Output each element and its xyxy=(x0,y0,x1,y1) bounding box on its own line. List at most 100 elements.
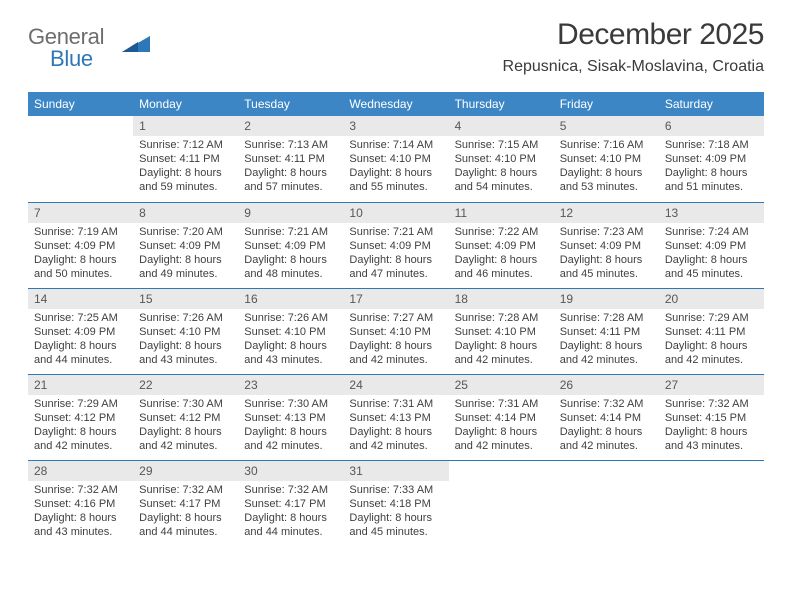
weekday-header: Friday xyxy=(554,92,659,116)
sunrise-text: Sunrise: 7:32 AM xyxy=(560,397,653,411)
sunset-text: Sunset: 4:10 PM xyxy=(455,325,548,339)
daylight-text: and 43 minutes. xyxy=(139,353,232,367)
day-number: 22 xyxy=(133,375,238,395)
daylight-text: Daylight: 8 hours xyxy=(34,339,127,353)
calendar-cell: 2Sunrise: 7:13 AMSunset: 4:11 PMDaylight… xyxy=(238,116,343,202)
sunset-text: Sunset: 4:17 PM xyxy=(139,497,232,511)
daylight-text: Daylight: 8 hours xyxy=(349,166,442,180)
sunset-text: Sunset: 4:09 PM xyxy=(665,152,758,166)
sunrise-text: Sunrise: 7:22 AM xyxy=(455,225,548,239)
sunset-text: Sunset: 4:10 PM xyxy=(244,325,337,339)
calendar-cell: 20Sunrise: 7:29 AMSunset: 4:11 PMDayligh… xyxy=(659,288,764,374)
sunrise-text: Sunrise: 7:32 AM xyxy=(139,483,232,497)
day-number: 19 xyxy=(554,289,659,309)
daylight-text: and 54 minutes. xyxy=(455,180,548,194)
day-number: 20 xyxy=(659,289,764,309)
calendar-cell: 8Sunrise: 7:20 AMSunset: 4:09 PMDaylight… xyxy=(133,202,238,288)
daylight-text: and 50 minutes. xyxy=(34,267,127,281)
daylight-text: Daylight: 8 hours xyxy=(244,511,337,525)
daylight-text: Daylight: 8 hours xyxy=(665,425,758,439)
logo: General Blue xyxy=(28,24,104,50)
weekday-header: Sunday xyxy=(28,92,133,116)
day-info: Sunrise: 7:32 AMSunset: 4:14 PMDaylight:… xyxy=(554,395,659,453)
day-number: 9 xyxy=(238,203,343,223)
sunrise-text: Sunrise: 7:32 AM xyxy=(244,483,337,497)
daylight-text: and 47 minutes. xyxy=(349,267,442,281)
calendar-cell: 13Sunrise: 7:24 AMSunset: 4:09 PMDayligh… xyxy=(659,202,764,288)
day-number: 18 xyxy=(449,289,554,309)
sunset-text: Sunset: 4:10 PM xyxy=(560,152,653,166)
daylight-text: and 59 minutes. xyxy=(139,180,232,194)
daylight-text: and 42 minutes. xyxy=(34,439,127,453)
daylight-text: and 43 minutes. xyxy=(665,439,758,453)
weekday-header: Thursday xyxy=(449,92,554,116)
calendar-cell: 24Sunrise: 7:31 AMSunset: 4:13 PMDayligh… xyxy=(343,374,448,460)
sunrise-text: Sunrise: 7:31 AM xyxy=(455,397,548,411)
sunset-text: Sunset: 4:10 PM xyxy=(349,325,442,339)
daylight-text: Daylight: 8 hours xyxy=(560,339,653,353)
day-number: 8 xyxy=(133,203,238,223)
day-number: 26 xyxy=(554,375,659,395)
sunrise-text: Sunrise: 7:18 AM xyxy=(665,138,758,152)
calendar-header-row: Sunday Monday Tuesday Wednesday Thursday… xyxy=(28,92,764,116)
daylight-text: and 44 minutes. xyxy=(139,525,232,539)
day-info: Sunrise: 7:29 AMSunset: 4:11 PMDaylight:… xyxy=(659,309,764,367)
day-number: 10 xyxy=(343,203,448,223)
location-subtitle: Repusnica, Sisak-Moslavina, Croatia xyxy=(503,58,764,76)
day-number: 2 xyxy=(238,116,343,136)
day-info: Sunrise: 7:33 AMSunset: 4:18 PMDaylight:… xyxy=(343,481,448,539)
calendar-cell: 17Sunrise: 7:27 AMSunset: 4:10 PMDayligh… xyxy=(343,288,448,374)
daylight-text: Daylight: 8 hours xyxy=(34,511,127,525)
day-info: Sunrise: 7:21 AMSunset: 4:09 PMDaylight:… xyxy=(238,223,343,281)
sunrise-text: Sunrise: 7:26 AM xyxy=(139,311,232,325)
calendar-cell: 7Sunrise: 7:19 AMSunset: 4:09 PMDaylight… xyxy=(28,202,133,288)
daylight-text: and 46 minutes. xyxy=(455,267,548,281)
day-info: Sunrise: 7:24 AMSunset: 4:09 PMDaylight:… xyxy=(659,223,764,281)
day-number: 21 xyxy=(28,375,133,395)
sunset-text: Sunset: 4:09 PM xyxy=(34,239,127,253)
daylight-text: Daylight: 8 hours xyxy=(244,253,337,267)
day-number: 31 xyxy=(343,461,448,481)
sunrise-text: Sunrise: 7:25 AM xyxy=(34,311,127,325)
calendar-cell: 29Sunrise: 7:32 AMSunset: 4:17 PMDayligh… xyxy=(133,460,238,546)
sunset-text: Sunset: 4:09 PM xyxy=(139,239,232,253)
day-number: 1 xyxy=(133,116,238,136)
daylight-text: and 43 minutes. xyxy=(244,353,337,367)
calendar-table: Sunday Monday Tuesday Wednesday Thursday… xyxy=(28,92,764,546)
calendar-row: 21Sunrise: 7:29 AMSunset: 4:12 PMDayligh… xyxy=(28,374,764,460)
day-info: Sunrise: 7:28 AMSunset: 4:11 PMDaylight:… xyxy=(554,309,659,367)
sunrise-text: Sunrise: 7:24 AM xyxy=(665,225,758,239)
calendar-cell: 21Sunrise: 7:29 AMSunset: 4:12 PMDayligh… xyxy=(28,374,133,460)
page-title: December 2025 xyxy=(503,18,764,52)
sunrise-text: Sunrise: 7:26 AM xyxy=(244,311,337,325)
sunset-text: Sunset: 4:09 PM xyxy=(349,239,442,253)
sunset-text: Sunset: 4:15 PM xyxy=(665,411,758,425)
daylight-text: and 44 minutes. xyxy=(34,353,127,367)
calendar-page: General Blue December 2025 Repusnica, Si… xyxy=(0,0,792,546)
calendar-cell: 27Sunrise: 7:32 AMSunset: 4:15 PMDayligh… xyxy=(659,374,764,460)
daylight-text: Daylight: 8 hours xyxy=(455,339,548,353)
daylight-text: and 42 minutes. xyxy=(139,439,232,453)
sunrise-text: Sunrise: 7:33 AM xyxy=(349,483,442,497)
day-number: 15 xyxy=(133,289,238,309)
day-info: Sunrise: 7:32 AMSunset: 4:17 PMDaylight:… xyxy=(133,481,238,539)
sunrise-text: Sunrise: 7:16 AM xyxy=(560,138,653,152)
day-info: Sunrise: 7:29 AMSunset: 4:12 PMDaylight:… xyxy=(28,395,133,453)
daylight-text: Daylight: 8 hours xyxy=(560,166,653,180)
calendar-cell: 11Sunrise: 7:22 AMSunset: 4:09 PMDayligh… xyxy=(449,202,554,288)
daylight-text: Daylight: 8 hours xyxy=(560,425,653,439)
sunrise-text: Sunrise: 7:28 AM xyxy=(560,311,653,325)
day-info: Sunrise: 7:16 AMSunset: 4:10 PMDaylight:… xyxy=(554,136,659,194)
daylight-text: Daylight: 8 hours xyxy=(665,339,758,353)
daylight-text: and 42 minutes. xyxy=(455,353,548,367)
sunset-text: Sunset: 4:09 PM xyxy=(665,239,758,253)
sunset-text: Sunset: 4:14 PM xyxy=(560,411,653,425)
sunset-text: Sunset: 4:11 PM xyxy=(665,325,758,339)
daylight-text: Daylight: 8 hours xyxy=(665,253,758,267)
header: General Blue December 2025 Repusnica, Si… xyxy=(28,18,764,90)
calendar-cell: 30Sunrise: 7:32 AMSunset: 4:17 PMDayligh… xyxy=(238,460,343,546)
daylight-text: Daylight: 8 hours xyxy=(244,166,337,180)
daylight-text: and 42 minutes. xyxy=(560,439,653,453)
sunset-text: Sunset: 4:09 PM xyxy=(34,325,127,339)
calendar-cell: 5Sunrise: 7:16 AMSunset: 4:10 PMDaylight… xyxy=(554,116,659,202)
